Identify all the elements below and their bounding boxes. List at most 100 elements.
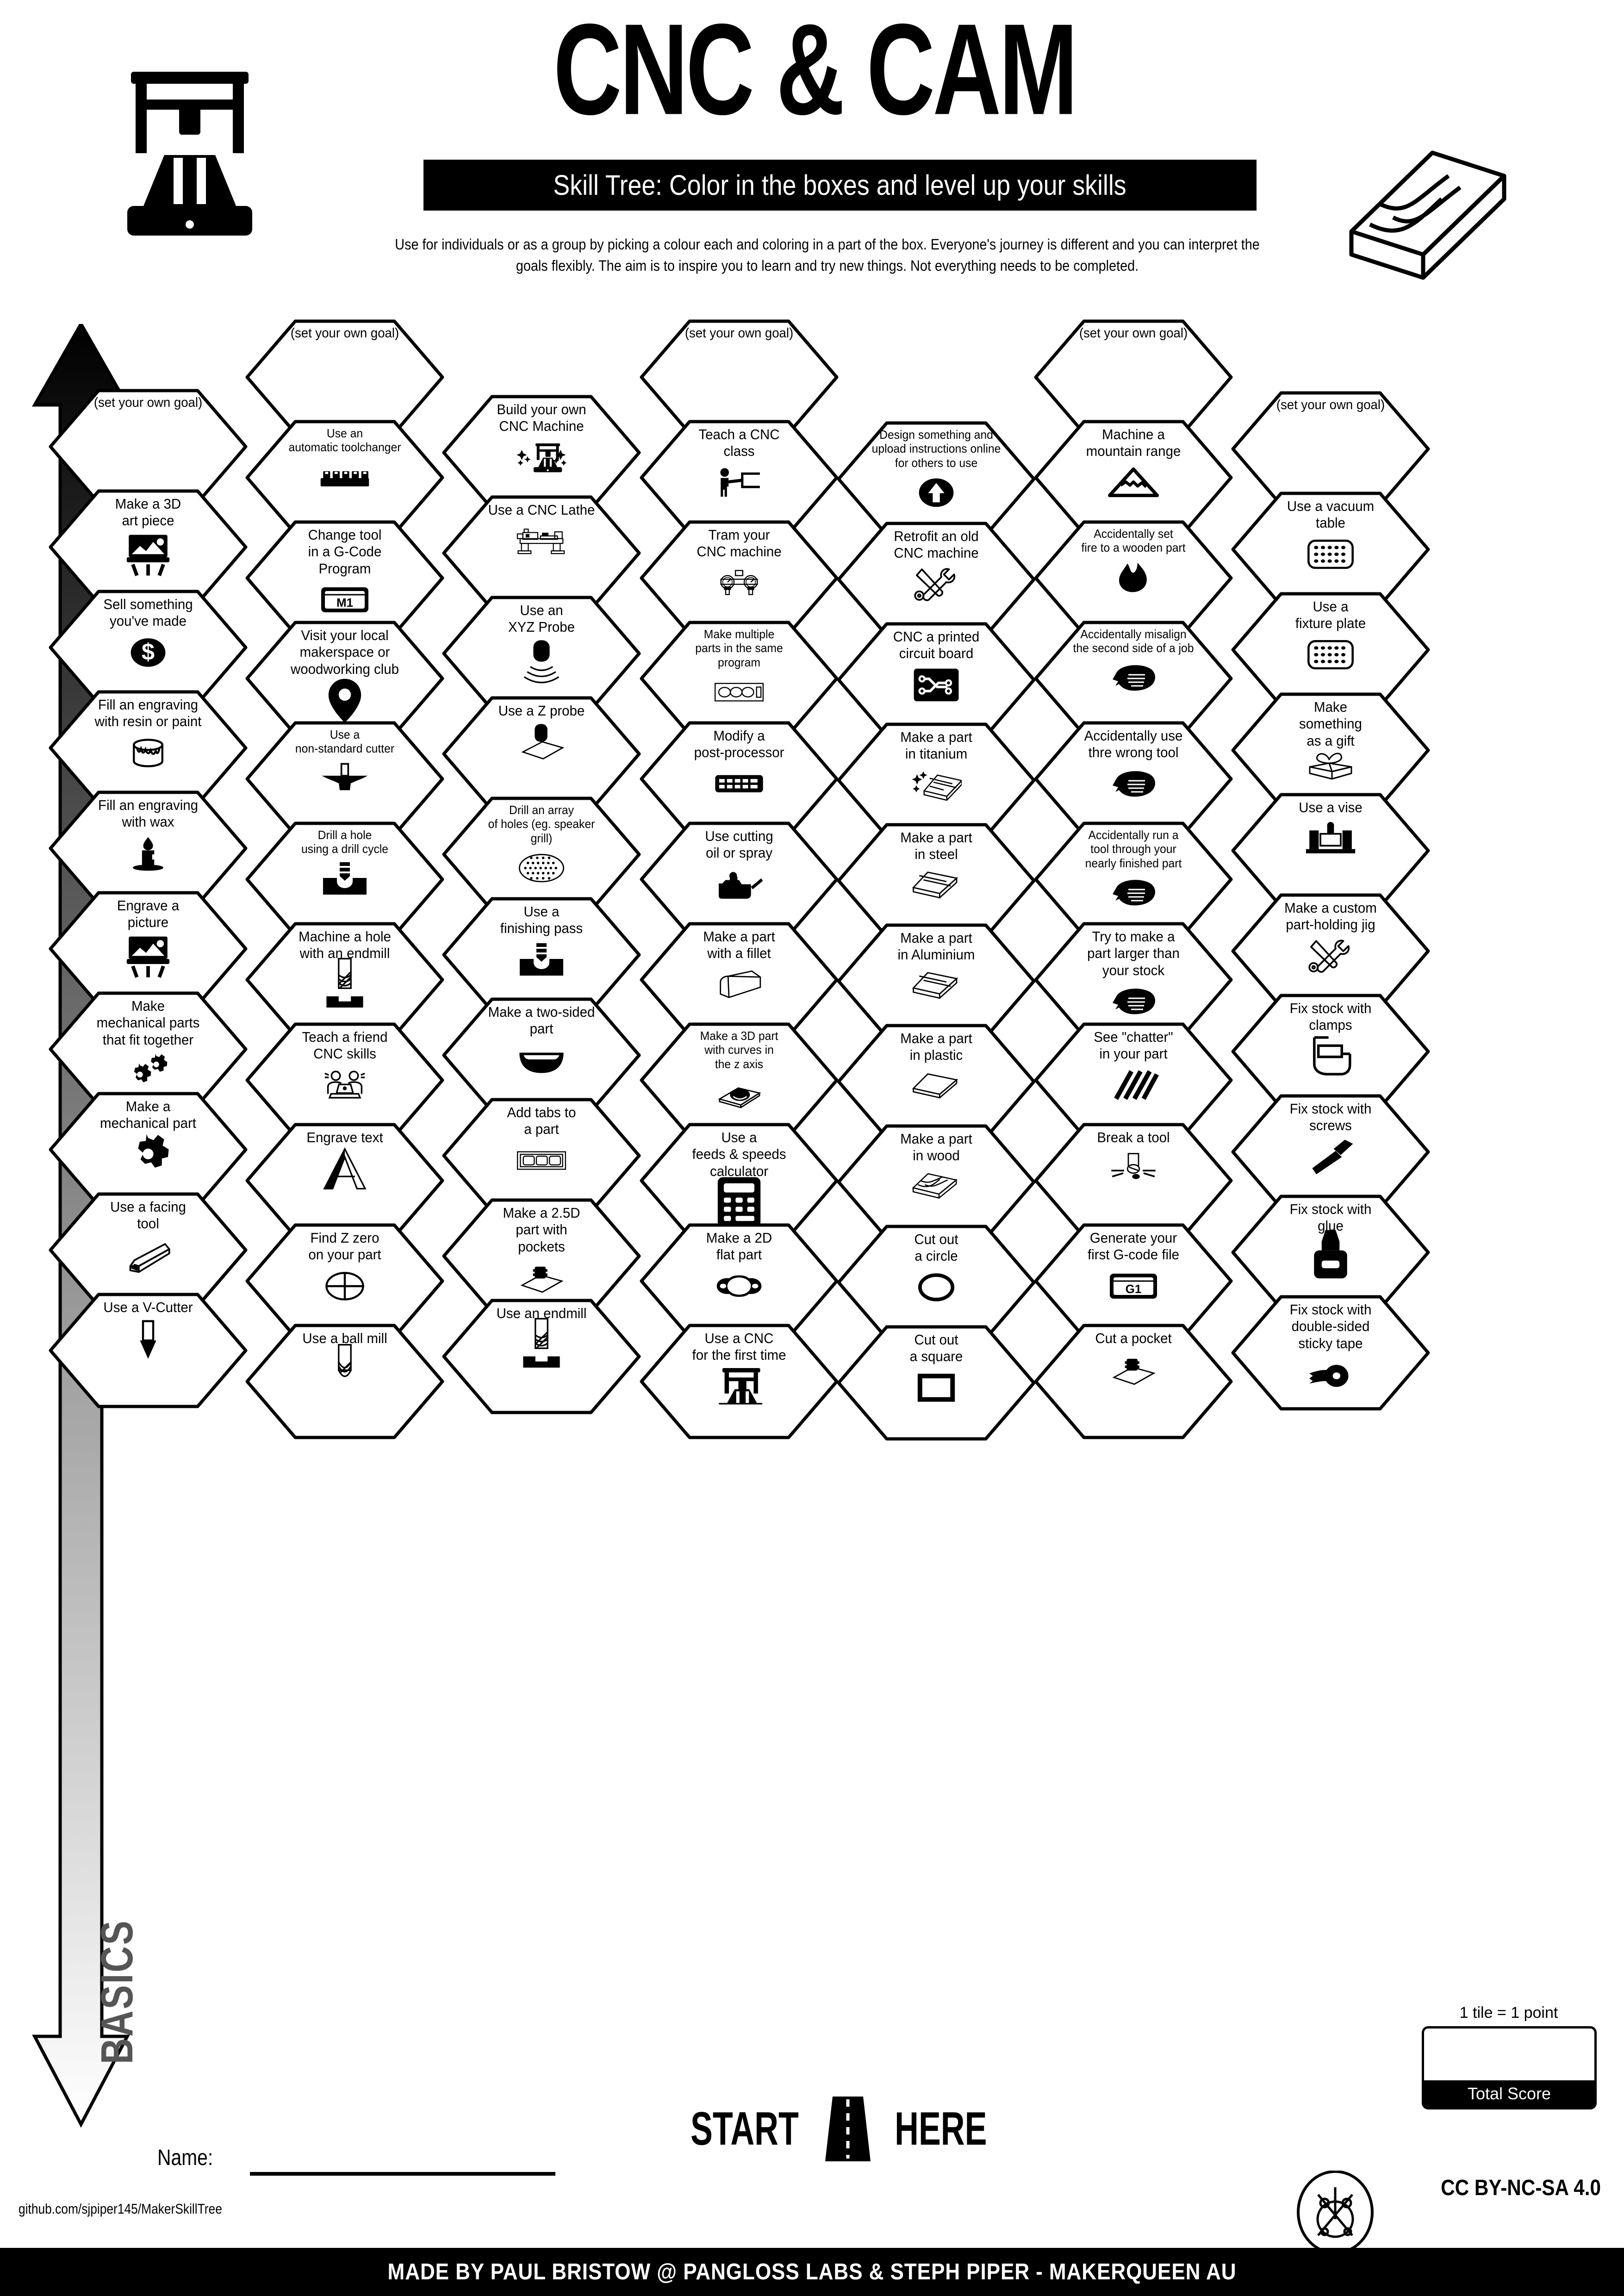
skill-tile-content: Modify a post-processor — [640, 721, 839, 837]
skill-tile[interactable]: Design something and upload instructions … — [837, 421, 1036, 537]
skill-tile[interactable]: (set your own goal) — [640, 319, 839, 435]
skill-tile[interactable]: Accidentally use thre wrong tool — [1034, 721, 1233, 837]
skill-tile[interactable]: Fix stock with glue — [1231, 1195, 1430, 1310]
skill-tile[interactable]: Make a part in wood — [837, 1124, 1036, 1240]
skill-tile[interactable]: Visit your local makerspace or woodworking… — [245, 621, 444, 736]
skill-tile[interactable]: Machine a hole with an endmill — [245, 922, 444, 1038]
name-field-row[interactable]: Name: — [157, 2145, 666, 2178]
name-write-line[interactable] — [250, 2172, 555, 2176]
fillet-block-icon — [714, 964, 765, 1006]
skill-tile-content: Make a part in Aluminium — [837, 923, 1036, 1039]
skill-tile-content: Use a fixture plate — [1231, 592, 1430, 708]
skill-tile[interactable]: Find Z zero on your part — [245, 1223, 444, 1339]
skill-tile[interactable]: Fix stock with clamps — [1231, 994, 1430, 1109]
skill-tile[interactable]: Use a fixture plate — [1231, 592, 1430, 708]
skill-tile[interactable]: Fix stock with screws — [1231, 1094, 1430, 1210]
score-input-area[interactable]: Total Score — [1422, 2026, 1597, 2109]
skill-tile[interactable]: Try to make a part larger than your stock — [1034, 922, 1233, 1038]
skill-tile-label: (set your own goal) — [684, 326, 794, 341]
skill-tile[interactable]: Accidentally set fire to a wooden part — [1034, 520, 1233, 636]
skill-tile-label: Teach a CNC class — [698, 426, 780, 460]
skill-tile[interactable]: Teach a CNC class — [640, 420, 839, 535]
skill-tile[interactable]: (set your own goal) — [49, 389, 248, 504]
fixture-plate-icon — [1305, 634, 1356, 676]
skill-tile[interactable]: Use a CNC for the first time — [640, 1324, 839, 1439]
skill-tile[interactable]: (set your own goal) — [1034, 319, 1233, 435]
skill-tile[interactable]: Make something as a gift — [1231, 692, 1430, 808]
skill-tile[interactable]: Build your own CNC Machine — [442, 395, 641, 510]
skill-tile[interactable]: Use a facing tool — [49, 1192, 248, 1308]
skill-tile[interactable]: Use cutting oil or spray — [640, 821, 839, 937]
skill-tile[interactable]: Cut out a square — [837, 1325, 1036, 1441]
start-here-marker: START HERE — [671, 2097, 1004, 2161]
skill-tile[interactable]: Use a vise — [1231, 793, 1430, 908]
skill-tile[interactable]: Make a part with a fillet — [640, 922, 839, 1038]
skill-tile[interactable]: Use a vacuum table — [1231, 492, 1430, 607]
skill-tile[interactable]: (set your own goal) — [1231, 391, 1430, 507]
skill-tile[interactable]: Make a part in plastic — [837, 1024, 1036, 1139]
skill-tile[interactable]: Use a Z probe — [442, 696, 641, 812]
skill-tile[interactable]: Change tool in a G-Code Program M1 — [245, 520, 444, 636]
skill-tile[interactable]: Use a V-Cutter — [49, 1293, 248, 1408]
skill-tile[interactable]: Use a feeds & speeds calculator — [640, 1123, 839, 1238]
skill-tile[interactable]: Cut a pocket — [1034, 1324, 1233, 1439]
skill-tile[interactable]: Make mechanical parts that fit together — [49, 991, 248, 1107]
skill-tile[interactable]: Fill an engraving with resin or paint — [49, 690, 248, 806]
candle-icon — [123, 833, 174, 874]
github-link[interactable]: github.com/sjpiper145/MakerSkillTree — [19, 2201, 222, 2217]
skill-tile[interactable]: Make a part in steel — [837, 823, 1036, 939]
skill-tile[interactable]: Drill an array of holes (eg. speaker grill… — [442, 796, 641, 912]
skill-tile[interactable]: Engrave text — [245, 1123, 444, 1238]
skill-tile[interactable]: Machine a mountain range — [1034, 420, 1233, 535]
skill-tile[interactable]: Use an endmill — [442, 1299, 641, 1414]
skill-tile-content: Use an XYZ Probe — [442, 596, 641, 711]
skill-tile[interactable]: Break a tool — [1034, 1123, 1233, 1238]
skill-tile[interactable]: Make a 2.5D part with pockets — [442, 1198, 641, 1314]
total-score-box[interactable]: 1 tile = 1 point Total Score — [1416, 2004, 1601, 2124]
skill-tile[interactable]: CNC a printed circuit board — [837, 622, 1036, 738]
skill-tile[interactable]: Use an XYZ Probe — [442, 596, 641, 711]
skill-tile[interactable]: Accidentally misalign the second side of … — [1034, 621, 1233, 736]
skill-tile[interactable]: Make a two-sided part — [442, 997, 641, 1113]
skill-tile[interactable]: Sell something you've made $ — [49, 590, 248, 705]
skill-tile[interactable]: Make a part in Aluminium — [837, 923, 1036, 1039]
skill-tile[interactable]: Use a finishing pass — [442, 897, 641, 1013]
skill-tile[interactable]: Use a CNC Lathe — [442, 495, 641, 611]
skill-tile-content: Use a non-standard cutter — [245, 721, 444, 837]
skill-tile[interactable]: Accidentally run a tool through your nearl… — [1034, 821, 1233, 937]
skill-tile[interactable]: Fill an engraving with wax — [49, 790, 248, 906]
skill-tile-content: Retrofit an old CNC machine — [837, 522, 1036, 637]
skill-tile[interactable]: Make a part in titanium — [837, 722, 1036, 838]
skill-tile[interactable]: Make a mechanical part — [49, 1092, 248, 1207]
skill-tile[interactable]: (set your own goal) — [245, 319, 444, 435]
skill-tile[interactable]: See "chatter" in your part — [1034, 1022, 1233, 1138]
skill-tile[interactable]: Make multiple parts in the same program — [640, 621, 839, 736]
wood-plank-logo-icon — [1349, 150, 1506, 280]
skill-tile-content: Sell something you've made $ — [49, 590, 248, 705]
skill-tile[interactable]: Use a ball mill — [245, 1324, 444, 1439]
skill-tile[interactable]: Make a 3D art piece — [49, 489, 248, 605]
skill-tile-label: Teach a friend CNC skills — [302, 1029, 388, 1062]
skill-tile[interactable]: Add tabs to a part — [442, 1098, 641, 1213]
skill-tile[interactable]: Tram your CNC machine — [640, 520, 839, 636]
skill-tile[interactable]: Use an automatic toolchanger — [245, 420, 444, 535]
skill-tile[interactable]: Modify a post-processor — [640, 721, 839, 837]
skill-tile-label: Use a ball mill — [302, 1330, 387, 1346]
skill-tile[interactable]: Engrave a picture — [49, 891, 248, 1007]
skill-tile[interactable]: Drill a hole using a drill cycle — [245, 821, 444, 937]
skill-tile[interactable]: Fix stock with double-sided sticky tape — [1231, 1295, 1430, 1411]
skill-tile[interactable]: Make a 3D part with curves in the z axis — [640, 1022, 839, 1138]
skill-tile[interactable]: Make a custom part-holding jig — [1231, 893, 1430, 1009]
skill-tile[interactable]: Teach a friend CNC skills — [245, 1022, 444, 1138]
skill-tile[interactable]: Generate your first G-code file G1 — [1034, 1223, 1233, 1339]
skill-tile-label: Cut out a square — [909, 1332, 963, 1365]
skill-tile-content: Use cutting oil or spray — [640, 821, 839, 937]
skill-tile-label: Change tool in a G-Code Program — [308, 527, 382, 577]
curved-part-icon — [714, 1073, 765, 1114]
skill-tile-content: Accidentally set fire to a wooden part — [1034, 520, 1233, 636]
skill-tile-label: (set your own goal) — [1276, 398, 1385, 412]
skill-tile[interactable]: Use a non-standard cutter — [245, 721, 444, 837]
skill-tile[interactable]: Retrofit an old CNC machine — [837, 522, 1036, 637]
skill-tile[interactable]: Cut out a circle — [837, 1225, 1036, 1340]
skill-tile[interactable]: Make a 2D flat part — [640, 1223, 839, 1339]
